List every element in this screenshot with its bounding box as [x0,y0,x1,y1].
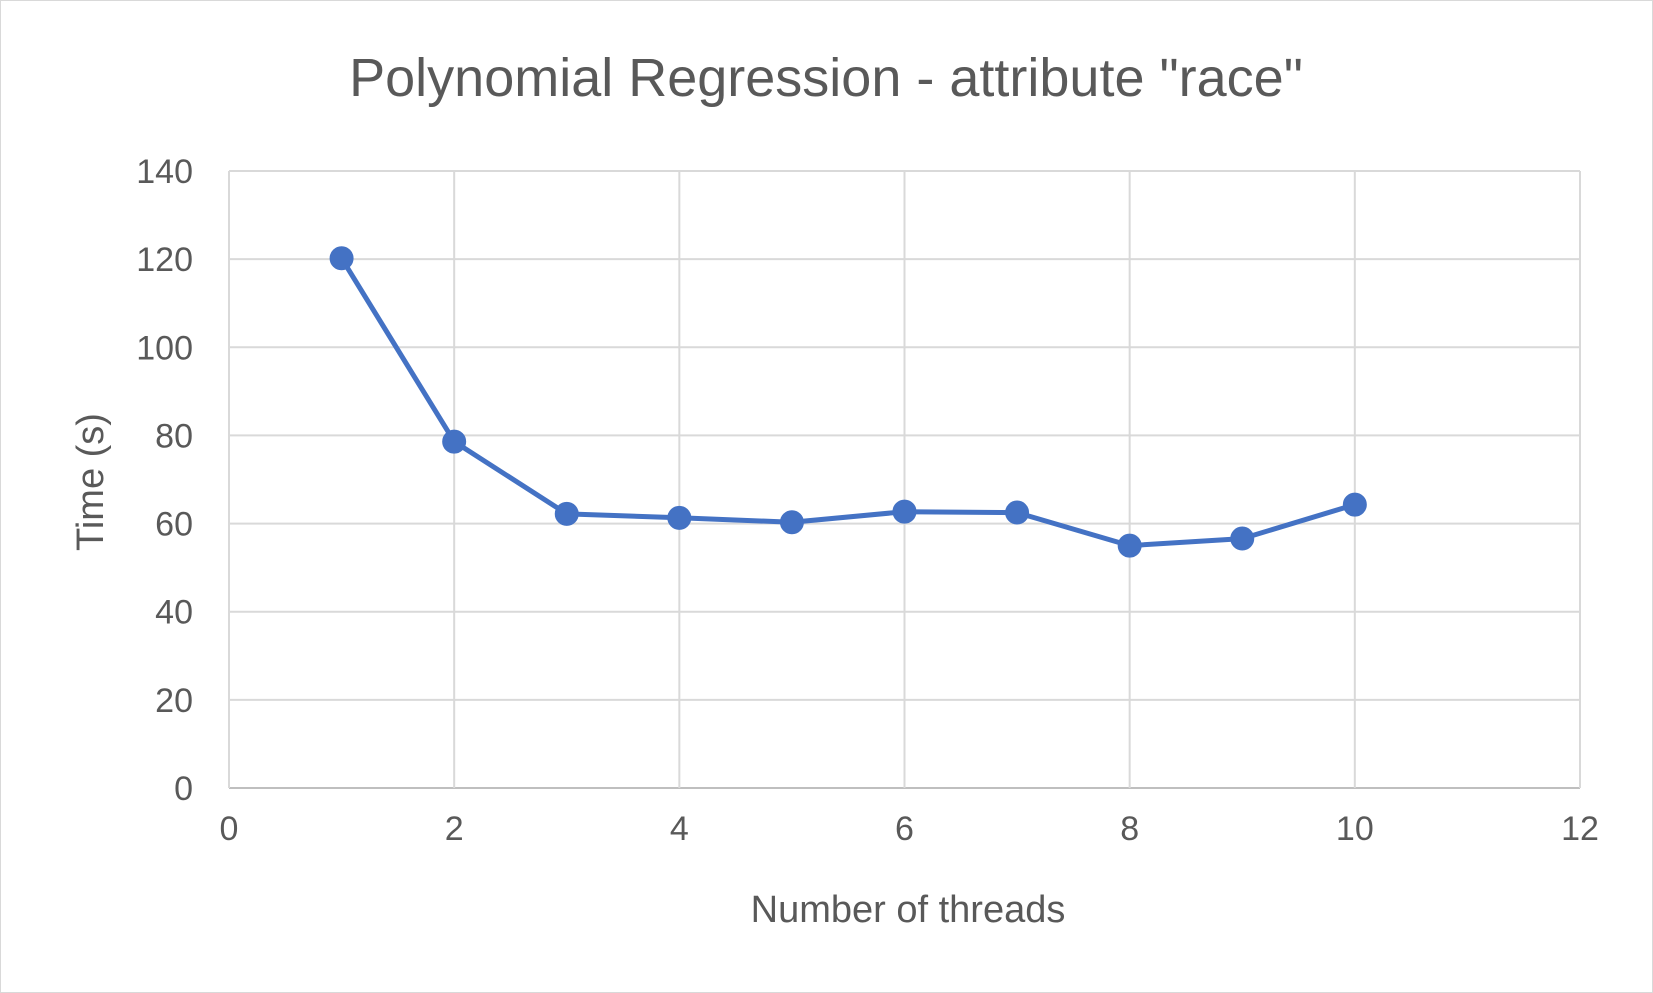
data-point [1342,492,1367,517]
data-point [554,501,579,526]
x-tick-label: 12 [1561,810,1599,848]
y-axis-title: Time (s) [70,413,112,551]
data-point [442,429,467,454]
data-point [1230,526,1255,551]
y-tick-label: 100 [136,329,193,367]
y-axis-ticks: 0 20 40 60 80 100 120 140 [136,153,193,808]
data-point [1005,500,1030,525]
x-axis-title: Number of threads [751,889,1066,931]
y-tick-label: 120 [136,241,193,279]
y-tick-label: 0 [174,770,193,808]
x-tick-label: 0 [220,810,239,848]
y-tick-label: 140 [136,153,193,191]
y-tick-label: 80 [155,417,193,455]
data-point [1117,533,1142,558]
x-tick-label: 8 [1120,810,1139,848]
y-tick-label: 40 [155,594,193,632]
data-point [892,499,917,524]
data-point [329,246,354,271]
x-tick-label: 2 [445,810,464,848]
y-tick-label: 60 [155,506,193,544]
series [329,246,1367,558]
x-axis-ticks: 0 2 4 6 8 10 12 [220,810,1599,848]
chart-title: Polynomial Regression - attribute "race" [349,48,1303,108]
gridlines [228,170,1581,789]
x-tick-label: 4 [670,810,689,848]
x-tick-label: 10 [1336,810,1374,848]
series-line [339,255,1358,549]
x-tick-label: 6 [895,810,914,848]
data-point [667,505,692,530]
y-tick-label: 20 [155,682,193,720]
data-point [779,510,804,535]
